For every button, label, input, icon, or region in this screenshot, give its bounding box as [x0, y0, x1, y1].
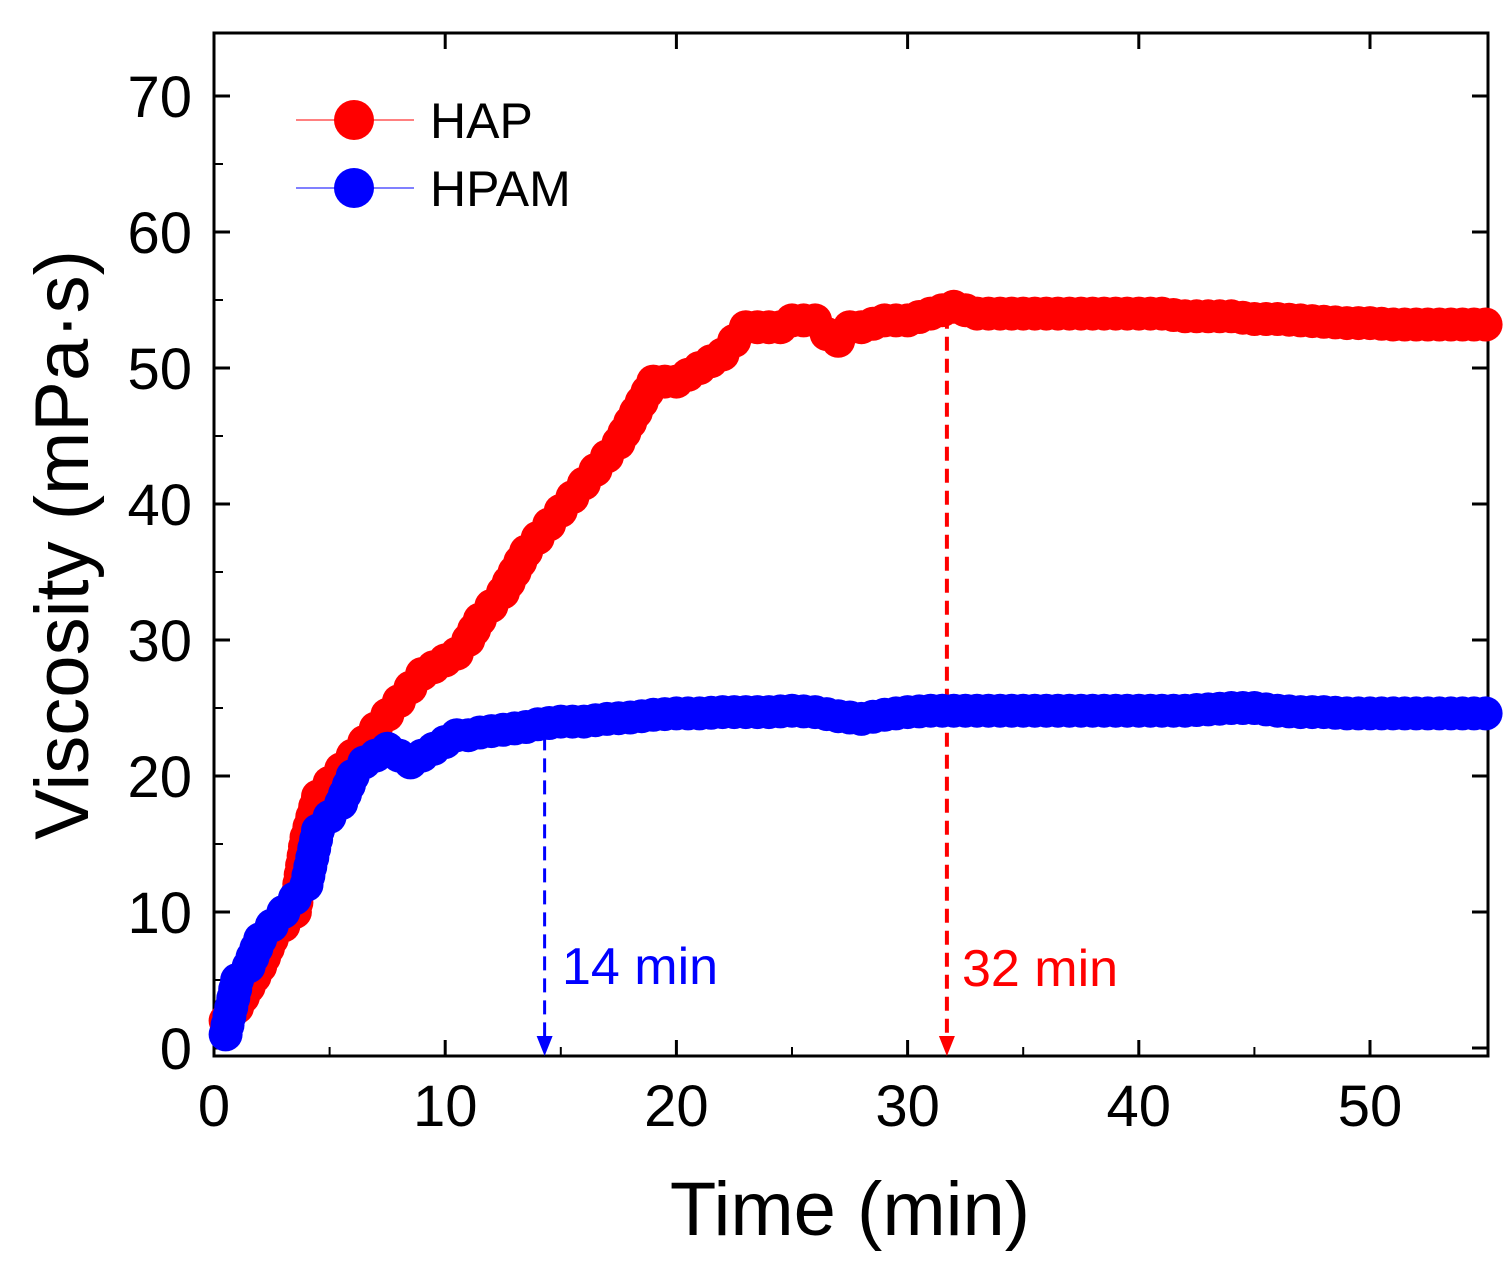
legend: HAP HPAM — [296, 93, 571, 217]
data-point — [1468, 307, 1503, 342]
y-tick-label: 50 — [127, 337, 192, 402]
data-point — [1468, 696, 1503, 731]
y-tick-label: 40 — [127, 473, 192, 538]
legend-label-hpam: HPAM — [430, 161, 571, 217]
x-tick-label: 40 — [1107, 1074, 1172, 1139]
legend-label-hap: HAP — [430, 93, 533, 149]
y-tick-label: 20 — [127, 745, 192, 810]
annotation-label-32min: 32 min — [962, 940, 1118, 998]
y-tick-label: 10 — [127, 881, 192, 946]
tick-labels: 0 10 20 30 40 50 0 10 20 30 40 50 60 70 — [127, 65, 1402, 1139]
y-tick-label: 0 — [160, 1017, 192, 1082]
series-hpam — [208, 691, 1503, 1052]
x-tick-label: 20 — [644, 1074, 709, 1139]
annotation-label-14min: 14 min — [562, 938, 718, 996]
axis-ticks — [212, 33, 1488, 1056]
annotation-arrowhead — [536, 1036, 553, 1056]
y-tick-label: 70 — [127, 65, 192, 130]
annotation-arrowhead — [938, 1036, 955, 1056]
x-tick-label: 50 — [1338, 1074, 1403, 1139]
legend-marker-hap — [334, 100, 374, 140]
legend-marker-hpam — [334, 168, 374, 208]
series-hap — [208, 289, 1503, 1038]
y-tick-label: 60 — [127, 201, 192, 266]
series-layer — [208, 289, 1503, 1052]
x-tick-label: 10 — [413, 1074, 478, 1139]
x-axis-title: Time (min) — [670, 1167, 1030, 1252]
y-tick-label: 30 — [127, 609, 192, 674]
plot-frame — [212, 31, 1490, 1058]
y-axis-title: Viscosity (mPa·s) — [20, 250, 105, 840]
annotation-lines — [536, 314, 955, 1056]
x-tick-label: 0 — [198, 1074, 230, 1139]
x-tick-label: 30 — [875, 1074, 940, 1139]
